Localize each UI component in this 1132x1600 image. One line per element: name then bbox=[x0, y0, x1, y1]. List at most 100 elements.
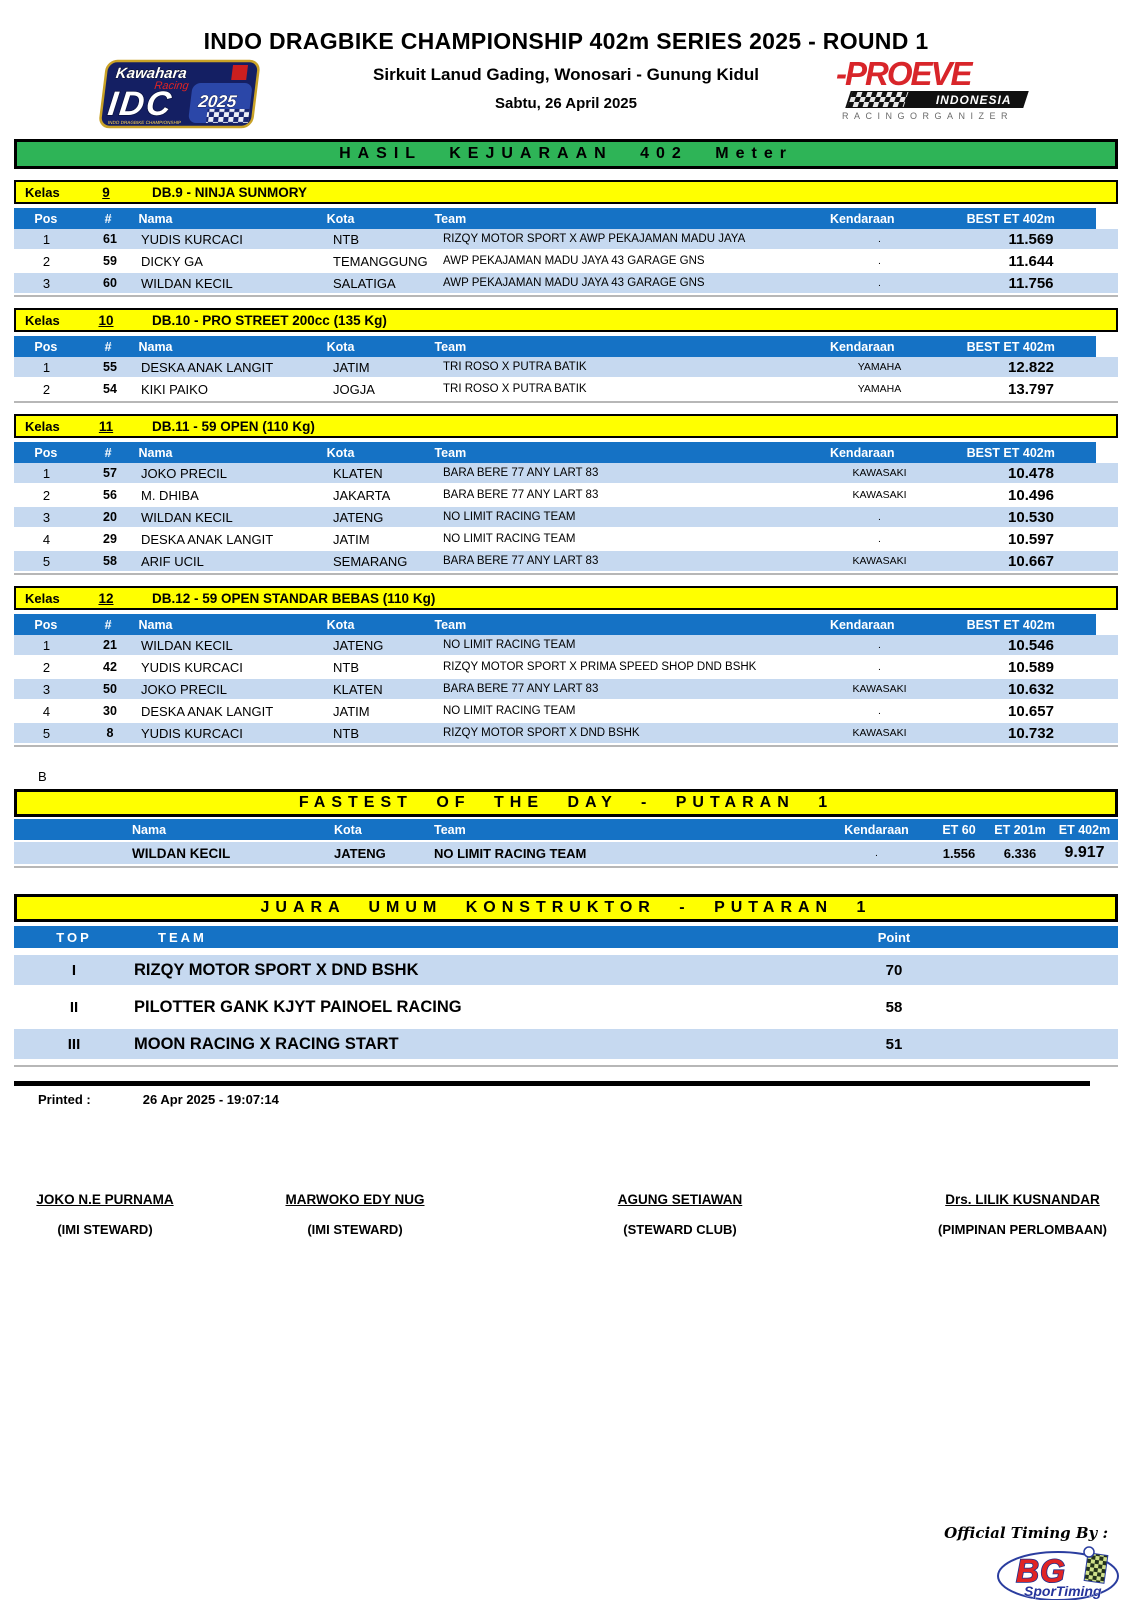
column-header-et201: ET 201m bbox=[994, 822, 1046, 837]
fastest-row: WILDAN KECIL JATENG NO LIMIT RACING TEAM… bbox=[14, 842, 1118, 866]
class-results-list: Kelas 9 DB.9 - NINJA SUNMORY Pos # Nama Kot… bbox=[14, 180, 1118, 747]
date-subtitle: Sabtu, 26 April 2025 bbox=[494, 95, 637, 112]
cell-kendaraan: . bbox=[878, 639, 881, 651]
cell-num: 56 bbox=[103, 488, 117, 502]
cell-top: I bbox=[71, 961, 77, 979]
result-row: 5 58 ARIF UCIL SEMARANG BARA BERE 77 ANY LAR… bbox=[14, 551, 1118, 573]
cell-best: 10.632 bbox=[1008, 680, 1054, 698]
proeve-strip: INDONESIA bbox=[845, 91, 1029, 108]
cell-pos: 5 bbox=[42, 725, 51, 741]
cell-pos: 2 bbox=[42, 253, 51, 269]
result-row: 1 55 DESKA ANAK LANGIT JATIM TRI ROSO X PUTR… bbox=[14, 357, 1118, 379]
cell-best: 10.496 bbox=[1008, 486, 1054, 504]
cell-point: 58 bbox=[885, 998, 903, 1016]
cell-kendaraan: KAWASAKI bbox=[852, 467, 907, 479]
cell-team: NO LIMIT RACING TEAM bbox=[434, 845, 587, 861]
cell-nama: DESKA ANAK LANGIT bbox=[141, 359, 274, 375]
cell-team: MOON RACING X RACING START bbox=[134, 1034, 399, 1053]
cell-kota: JATENG bbox=[333, 637, 384, 653]
cell-team: AWP PEKAJAMAN MADU JAYA 43 GARAGE GNS bbox=[443, 255, 705, 267]
kelas-number: 11 bbox=[98, 418, 114, 434]
signature-name: AGUNG SETIAWAN bbox=[617, 1192, 743, 1207]
cell-pos: 5 bbox=[42, 553, 51, 569]
cell-pos: 4 bbox=[42, 531, 51, 547]
cell-pos: 1 bbox=[42, 637, 51, 653]
venue-subtitle: Sirkuit Lanud Gading, Wonosari - Gunung … bbox=[373, 65, 759, 84]
konstruktor-banner: JUARA UMUM KONSTRUKTOR - PUTARAN 1 bbox=[14, 894, 1118, 922]
printed-label: Printed : bbox=[38, 1092, 91, 1107]
cell-num: 59 bbox=[103, 254, 117, 268]
proeve-organizer-logo: -PROEVE INDONESIA RACINGORGANIZER bbox=[836, 57, 1029, 121]
column-header-team: Team bbox=[434, 211, 467, 226]
cell-team: NO LIMIT RACING TEAM bbox=[443, 705, 576, 717]
cell-team: BARA BERE 77 ANY LART 83 bbox=[443, 489, 599, 501]
cell-pos: 2 bbox=[42, 659, 51, 675]
cell-team: RIZQY MOTOR SPORT X PRIMA SPEED SHOP DND… bbox=[443, 661, 757, 673]
official-timing-block: Official Timing By : BG SporTiming bbox=[932, 1524, 1122, 1600]
column-header-kota: Kota bbox=[326, 339, 355, 354]
kelas-banner: Kelas 11 DB.11 - 59 OPEN (110 Kg) bbox=[14, 414, 1118, 438]
cell-team: TRI ROSO X PUTRA BATIK bbox=[443, 361, 587, 373]
cell-best: 10.732 bbox=[1008, 724, 1054, 742]
column-header-best: BEST ET 402m bbox=[966, 211, 1055, 226]
cell-pos: 3 bbox=[42, 681, 51, 697]
cell-nama: DICKY GA bbox=[141, 253, 203, 269]
column-header-nama: Nama bbox=[138, 211, 173, 226]
column-header-nama: Nama bbox=[138, 445, 173, 460]
column-header-kota: Kota bbox=[326, 211, 355, 226]
column-header-team: Team bbox=[434, 445, 467, 460]
column-header-et60: ET 60 bbox=[942, 822, 976, 837]
cell-kendaraan: . bbox=[878, 661, 881, 673]
cell-nama: WILDAN KECIL bbox=[141, 275, 233, 291]
results-title-banner: HASIL KEJUARAAN 402 Meter bbox=[14, 139, 1118, 169]
cell-nama: DESKA ANAK LANGIT bbox=[141, 531, 274, 547]
cell-nama: YUDIS KURCACI bbox=[141, 725, 243, 741]
cell-team: BARA BERE 77 ANY LART 83 bbox=[443, 555, 599, 567]
column-header-kota: Kota bbox=[334, 822, 362, 837]
cell-team: BARA BERE 77 ANY LART 83 bbox=[443, 683, 599, 695]
column-header-num: # bbox=[104, 339, 112, 354]
bg-text: BG bbox=[1016, 1553, 1066, 1589]
proeve-tagline-text: RACINGORGANIZER bbox=[842, 111, 1014, 121]
konstruktor-row: II PILOTTER GANK KJYT PAINOEL RACING 58 bbox=[14, 992, 1118, 1022]
column-header-point: Point bbox=[877, 929, 911, 945]
column-header-nama: Nama bbox=[138, 339, 173, 354]
cell-nama: ARIF UCIL bbox=[141, 553, 204, 569]
cell-kendaraan: . bbox=[878, 255, 881, 267]
cell-nama: WILDAN KECIL bbox=[141, 637, 233, 653]
column-header-et402: ET 402m bbox=[1058, 822, 1111, 837]
kelas-name: DB.10 - PRO STREET 200cc (135 Kg) bbox=[152, 312, 387, 328]
column-header-team: Team bbox=[434, 617, 467, 632]
kelas-name: DB.11 - 59 OPEN (110 Kg) bbox=[152, 418, 315, 434]
cell-best: 11.756 bbox=[1008, 274, 1054, 292]
column-header-kendaraan: Kendaraan bbox=[844, 822, 909, 837]
cell-best: 11.569 bbox=[1008, 230, 1054, 248]
cell-kota: JATIM bbox=[333, 531, 370, 547]
cell-pos: 3 bbox=[42, 275, 51, 291]
cell-kendaraan: . bbox=[878, 705, 881, 717]
cell-kota: JATIM bbox=[333, 703, 370, 719]
cell-team: BARA BERE 77 ANY LART 83 bbox=[443, 467, 599, 479]
cell-kota: SALATIGA bbox=[333, 275, 396, 291]
column-header-best: BEST ET 402m bbox=[966, 617, 1055, 632]
cell-num: 21 bbox=[103, 638, 117, 652]
idc-racing-text: Racing bbox=[154, 80, 191, 92]
cell-kota: KLATEN bbox=[333, 465, 383, 481]
cell-nama: M. DHIBA bbox=[141, 487, 199, 503]
result-row: 4 30 DESKA ANAK LANGIT JATIM NO LIMIT RACING… bbox=[14, 701, 1118, 723]
signature-role: (STEWARD CLUB) bbox=[623, 1222, 737, 1237]
cell-nama: KIKI PAIKO bbox=[141, 381, 208, 397]
cell-best: 12.822 bbox=[1008, 358, 1054, 376]
kelas-label: Kelas bbox=[25, 590, 60, 606]
cell-kota: JAKARTA bbox=[333, 487, 391, 503]
sportiming-text: SporTiming bbox=[1024, 1583, 1102, 1599]
cell-num: 8 bbox=[106, 726, 114, 740]
cell-team: RIZQY MOTOR SPORT X AWP PEKAJAMAN MADU J… bbox=[443, 233, 746, 245]
cell-best: 10.530 bbox=[1008, 508, 1054, 526]
cell-pos: 1 bbox=[42, 465, 51, 481]
kelas-number: 9 bbox=[102, 184, 110, 200]
idc-year-text: 2025 bbox=[196, 92, 238, 111]
kelas-label: Kelas bbox=[25, 418, 60, 434]
cell-kendaraan: . bbox=[878, 533, 881, 545]
page-title: INDO DRAGBIKE CHAMPIONSHIP 402m SERIES 2… bbox=[203, 28, 929, 54]
